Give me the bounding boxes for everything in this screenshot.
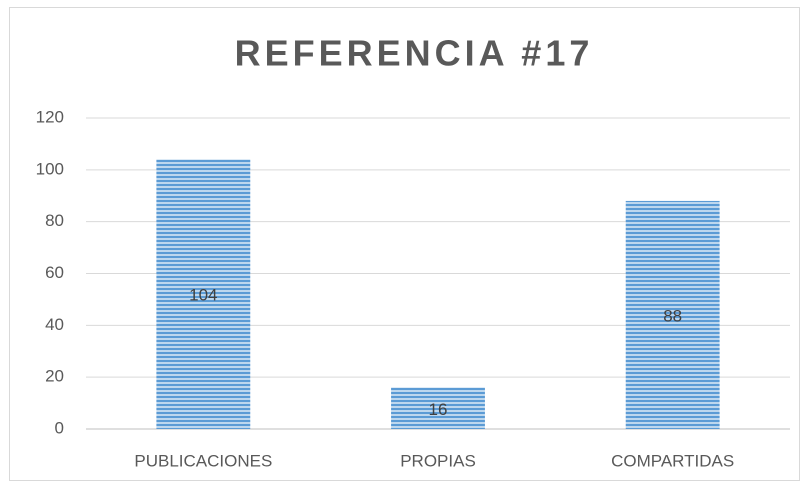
value-label: 104 xyxy=(189,286,217,305)
y-tick-label: 80 xyxy=(45,211,64,230)
bar xyxy=(156,159,251,429)
value-label: 88 xyxy=(663,306,682,325)
bar xyxy=(391,387,485,429)
x-tick-label: PUBLICACIONES xyxy=(134,451,272,470)
chart-title: REFERENCIA #17 xyxy=(235,33,594,74)
bar xyxy=(625,200,720,429)
x-tick-label: COMPARTIDAS xyxy=(611,451,734,470)
y-tick-label: 40 xyxy=(45,315,64,334)
y-tick-label: 120 xyxy=(36,107,64,126)
y-tick-label: 100 xyxy=(36,159,64,178)
y-tick-label: 60 xyxy=(45,263,64,282)
value-label: 16 xyxy=(429,400,448,419)
x-tick-label: PROPIAS xyxy=(400,451,476,470)
y-tick-label: 20 xyxy=(45,367,64,386)
y-tick-label: 0 xyxy=(55,418,64,437)
